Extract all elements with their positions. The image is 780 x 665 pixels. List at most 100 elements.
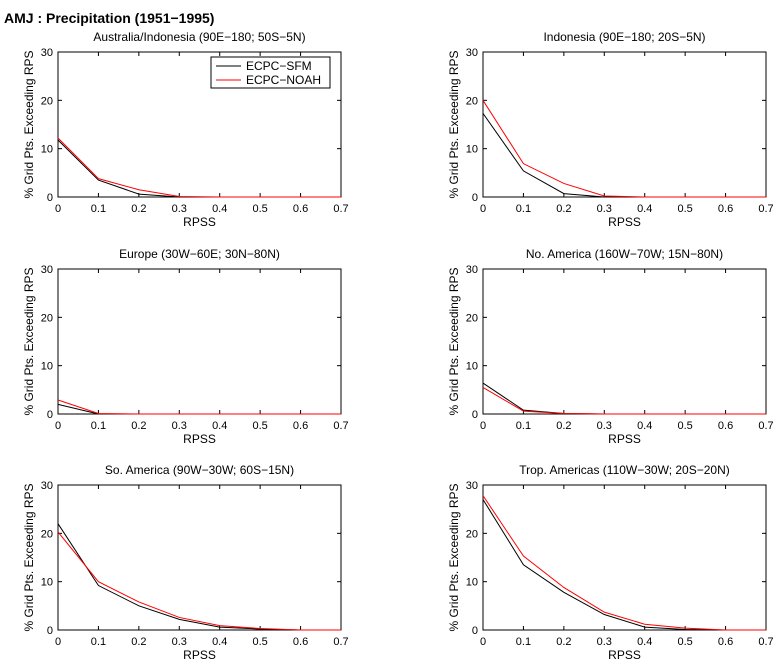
x-tick-label: 0.5 [677, 420, 692, 432]
plot-frame [482, 268, 767, 415]
y-tick-label: 10 [466, 361, 478, 373]
x-tick-label: 0.5 [252, 420, 267, 432]
legend-box [210, 56, 331, 89]
x-tick-label: 0.6 [293, 203, 308, 215]
chart-panel-2: Indonesia (90E−180; 20S−5N) 0 0.1 0.2 0.3 0.4… [447, 30, 774, 229]
y-tick-label: 0 [472, 192, 478, 204]
y-tick-label: 0 [472, 409, 478, 421]
y-axis-label: % Grid Pts. Exceeding RPS [447, 267, 461, 415]
x-axis-label: RPSS [608, 648, 641, 662]
x-tick-label: 0.5 [677, 636, 692, 648]
panel-title: Trop. Americas (110W−30W; 20S−20N) [519, 463, 730, 477]
chart-panel-5: So. America (90W−30W; 60S−15N) 0 0.1 0.2 0.3… [22, 463, 349, 662]
legend-label-ecpc-sfm: ECPC−SFM [246, 59, 312, 73]
x-tick-label: 0.2 [556, 420, 571, 432]
x-tick-label: 0.1 [516, 203, 531, 215]
y-axis-label: % Grid Pts. Exceeding RPS [22, 50, 36, 198]
x-tick-label: 0 [55, 636, 61, 648]
x-axis-label: RPSS [608, 432, 641, 446]
y-tick-label: 10 [41, 361, 53, 373]
x-tick-label: 0 [480, 203, 486, 215]
x-axis-label: RPSS [608, 215, 641, 229]
x-tick-label: 0.1 [516, 636, 531, 648]
chart-panel-3: Europe (30W−60E; 30N−80N) 0 0.1 0.2 0.3 0.4 0.… [22, 247, 349, 446]
x-tick-label: 0.3 [172, 203, 187, 215]
x-tick-label: 0.5 [677, 203, 692, 215]
x-tick-label: 0.1 [91, 636, 106, 648]
y-tick-label: 10 [466, 577, 478, 589]
series-line-ecpc-sfm [482, 382, 766, 415]
x-tick-label: 0.2 [131, 636, 146, 648]
x-tick-label: 0.7 [758, 420, 773, 432]
x-tick-label: 0.7 [758, 636, 773, 648]
y-tick-label: 30 [41, 480, 53, 492]
y-tick-label: 10 [41, 144, 53, 156]
x-tick-label: 0.6 [293, 636, 308, 648]
x-tick-label: 0 [55, 420, 61, 432]
x-tick-label: 0.4 [637, 420, 652, 432]
x-tick-label: 0.6 [718, 420, 733, 432]
series-line-ecpc-noah [57, 137, 341, 198]
x-tick-label: 0.1 [516, 420, 531, 432]
y-tick-label: 20 [466, 312, 478, 324]
legend-label-ecpc-noah: ECPC−NOAH [246, 73, 321, 87]
x-tick-label: 0.4 [637, 636, 652, 648]
series-line-ecpc-sfm [57, 139, 341, 198]
x-tick-label: 0 [480, 636, 486, 648]
x-tick-label: 0.5 [252, 203, 267, 215]
x-tick-label: 0.3 [597, 203, 612, 215]
x-tick-label: 0.4 [212, 420, 227, 432]
y-axis-label: % Grid Pts. Exceeding RPS [22, 267, 36, 415]
x-tick-label: 0.3 [597, 636, 612, 648]
y-tick-label: 0 [472, 625, 478, 637]
x-tick-label: 0.2 [556, 636, 571, 648]
chart-panel-6: Trop. Americas (110W−30W; 20S−20N) 0 0.1 0.… [447, 463, 774, 662]
x-tick-label: 0.4 [212, 636, 227, 648]
panel-title: Indonesia (90E−180; 20S−5N) [543, 30, 705, 44]
series-line-ecpc-noah [57, 399, 341, 415]
y-tick-label: 10 [466, 144, 478, 156]
x-tick-label: 0.7 [758, 203, 773, 215]
series-line-ecpc-noah [57, 531, 341, 631]
y-tick-label: 20 [41, 95, 53, 107]
chart-panel-4: No. America (160W−70W; 15N−80N) 0 0.1 0.2 0.… [447, 247, 774, 446]
y-tick-label: 20 [466, 528, 478, 540]
y-axis-label: % Grid Pts. Exceeding RPS [447, 483, 461, 631]
series-line-ecpc-sfm [482, 113, 766, 198]
x-tick-label: 0.5 [252, 636, 267, 648]
y-tick-label: 10 [41, 577, 53, 589]
plot-frame [57, 484, 342, 631]
x-tick-label: 0.2 [556, 203, 571, 215]
y-tick-label: 20 [41, 312, 53, 324]
x-tick-label: 0.7 [333, 420, 348, 432]
x-tick-label: 0.1 [91, 420, 106, 432]
x-tick-label: 0.2 [131, 203, 146, 215]
y-tick-label: 30 [41, 264, 53, 276]
x-axis-label: RPSS [183, 215, 216, 229]
x-tick-label: 0.6 [293, 420, 308, 432]
x-tick-label: 0.4 [212, 203, 227, 215]
x-tick-label: 0.3 [172, 420, 187, 432]
figure-title: AMJ : Precipitation (1951−1995) [4, 10, 214, 26]
x-tick-label: 0 [55, 203, 61, 215]
panel-title: Europe (30W−60E; 30N−80N) [119, 247, 280, 261]
panel-title: No. America (160W−70W; 15N−80N) [526, 247, 723, 261]
x-axis-label: RPSS [183, 648, 216, 662]
plot-frame [482, 484, 767, 631]
chart-panel-1: Australia/Indonesia (90E−180; 50S−5N) 0 0.… [22, 30, 349, 229]
x-tick-label: 0.2 [131, 420, 146, 432]
x-tick-label: 0.3 [172, 636, 187, 648]
y-tick-label: 20 [41, 528, 53, 540]
y-tick-label: 30 [466, 47, 478, 59]
series-line-ecpc-sfm [482, 499, 766, 631]
series-line-ecpc-sfm [57, 403, 341, 415]
y-axis-label: % Grid Pts. Exceeding RPS [447, 50, 461, 198]
series-line-ecpc-sfm [57, 523, 341, 631]
series-line-ecpc-noah [482, 495, 766, 631]
panel-title: Australia/Indonesia (90E−180; 50S−5N) [93, 30, 305, 44]
series-line-ecpc-noah [482, 386, 766, 415]
y-axis-label: % Grid Pts. Exceeding RPS [22, 483, 36, 631]
plot-frame [57, 268, 342, 415]
